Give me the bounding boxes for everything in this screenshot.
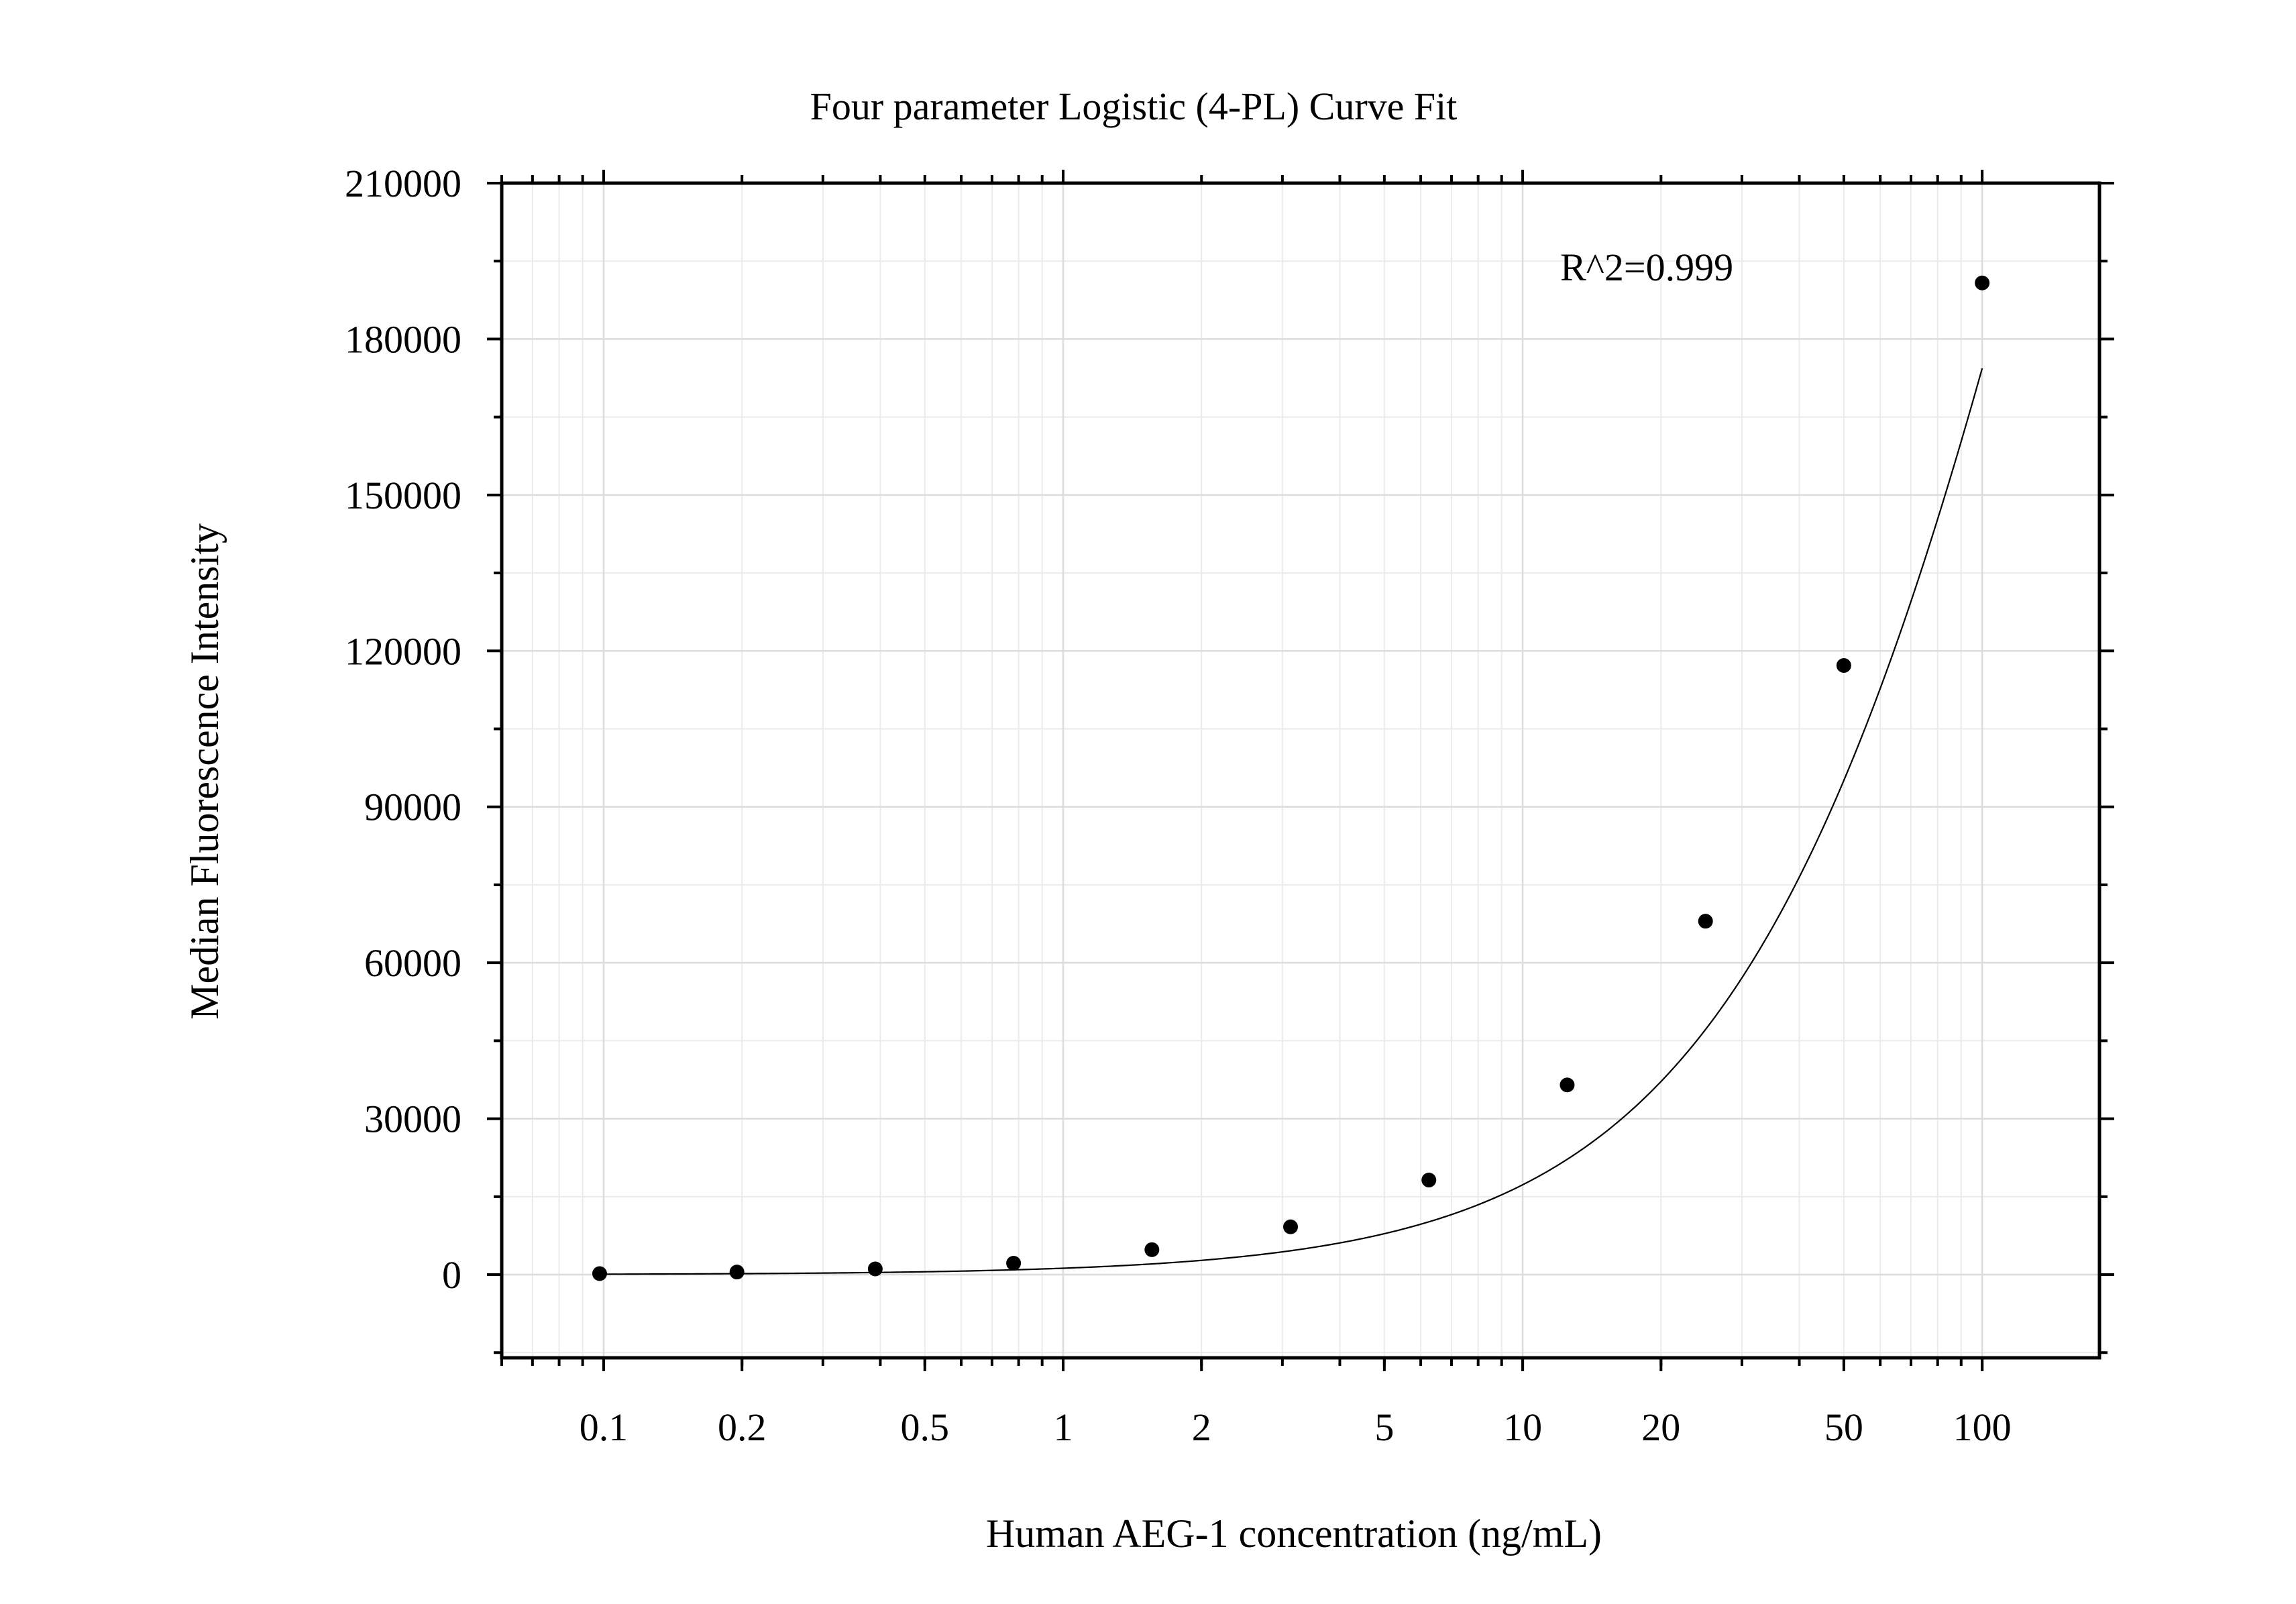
r-squared-annotation: R^2=0.999: [1560, 246, 1733, 289]
data-point: [729, 1265, 745, 1280]
x-tick-label: 100: [1953, 1405, 2012, 1449]
data-point: [1698, 914, 1713, 929]
x-tick-label: 0.1: [580, 1405, 628, 1449]
fit-curve-layer: [599, 368, 1983, 1275]
x-axis-tick-labels: 0.1 0.2 0.5 1 2 5 10 20 50 100: [580, 1405, 2012, 1449]
y-axis-ticks: [487, 182, 2114, 1354]
x-tick-label: 50: [1824, 1405, 1863, 1449]
minor-gridlines: [501, 183, 2099, 1358]
y-tick-label: 120000: [345, 629, 461, 673]
y-tick-label: 60000: [364, 941, 461, 985]
data-point: [1283, 1219, 1299, 1234]
data-point: [592, 1266, 607, 1281]
data-point: [1975, 275, 1990, 290]
x-tick-label: 10: [1503, 1405, 1542, 1449]
y-tick-label: 180000: [345, 317, 461, 361]
data-point: [1144, 1242, 1160, 1257]
x-tick-label: 20: [1641, 1405, 1680, 1449]
x-tick-label: 2: [1192, 1405, 1211, 1449]
data-point: [1836, 657, 1851, 673]
data-point: [1421, 1173, 1437, 1188]
y-tick-label: 150000: [345, 474, 461, 517]
data-point: [1560, 1077, 1575, 1093]
x-axis-label: Human AEG-1 concentration (ng/mL): [986, 1511, 1602, 1556]
y-tick-label: 210000: [345, 162, 461, 205]
y-tick-label: 0: [442, 1253, 461, 1297]
x-axis-ticks: [500, 170, 1984, 1371]
chart-title: Four parameter Logistic (4-PL) Curve Fit: [810, 85, 1458, 128]
x-tick-label: 0.5: [901, 1405, 950, 1449]
fit-curve: [599, 368, 1983, 1275]
x-tick-label: 1: [1054, 1405, 1073, 1449]
data-point: [867, 1261, 883, 1277]
data-point: [1006, 1255, 1022, 1271]
plot-frame: [500, 181, 2101, 1360]
y-axis-label: Median Fluorescence Intensity: [182, 523, 227, 1020]
data-points: [592, 275, 1990, 1281]
y-axis-tick-labels: 0 30000 60000 90000 120000 150000 180000 210000: [345, 162, 461, 1297]
x-tick-label: 0.2: [718, 1405, 767, 1449]
y-tick-label: 90000: [364, 786, 461, 829]
y-tick-label: 30000: [364, 1098, 461, 1141]
x-tick-label: 5: [1374, 1405, 1394, 1449]
